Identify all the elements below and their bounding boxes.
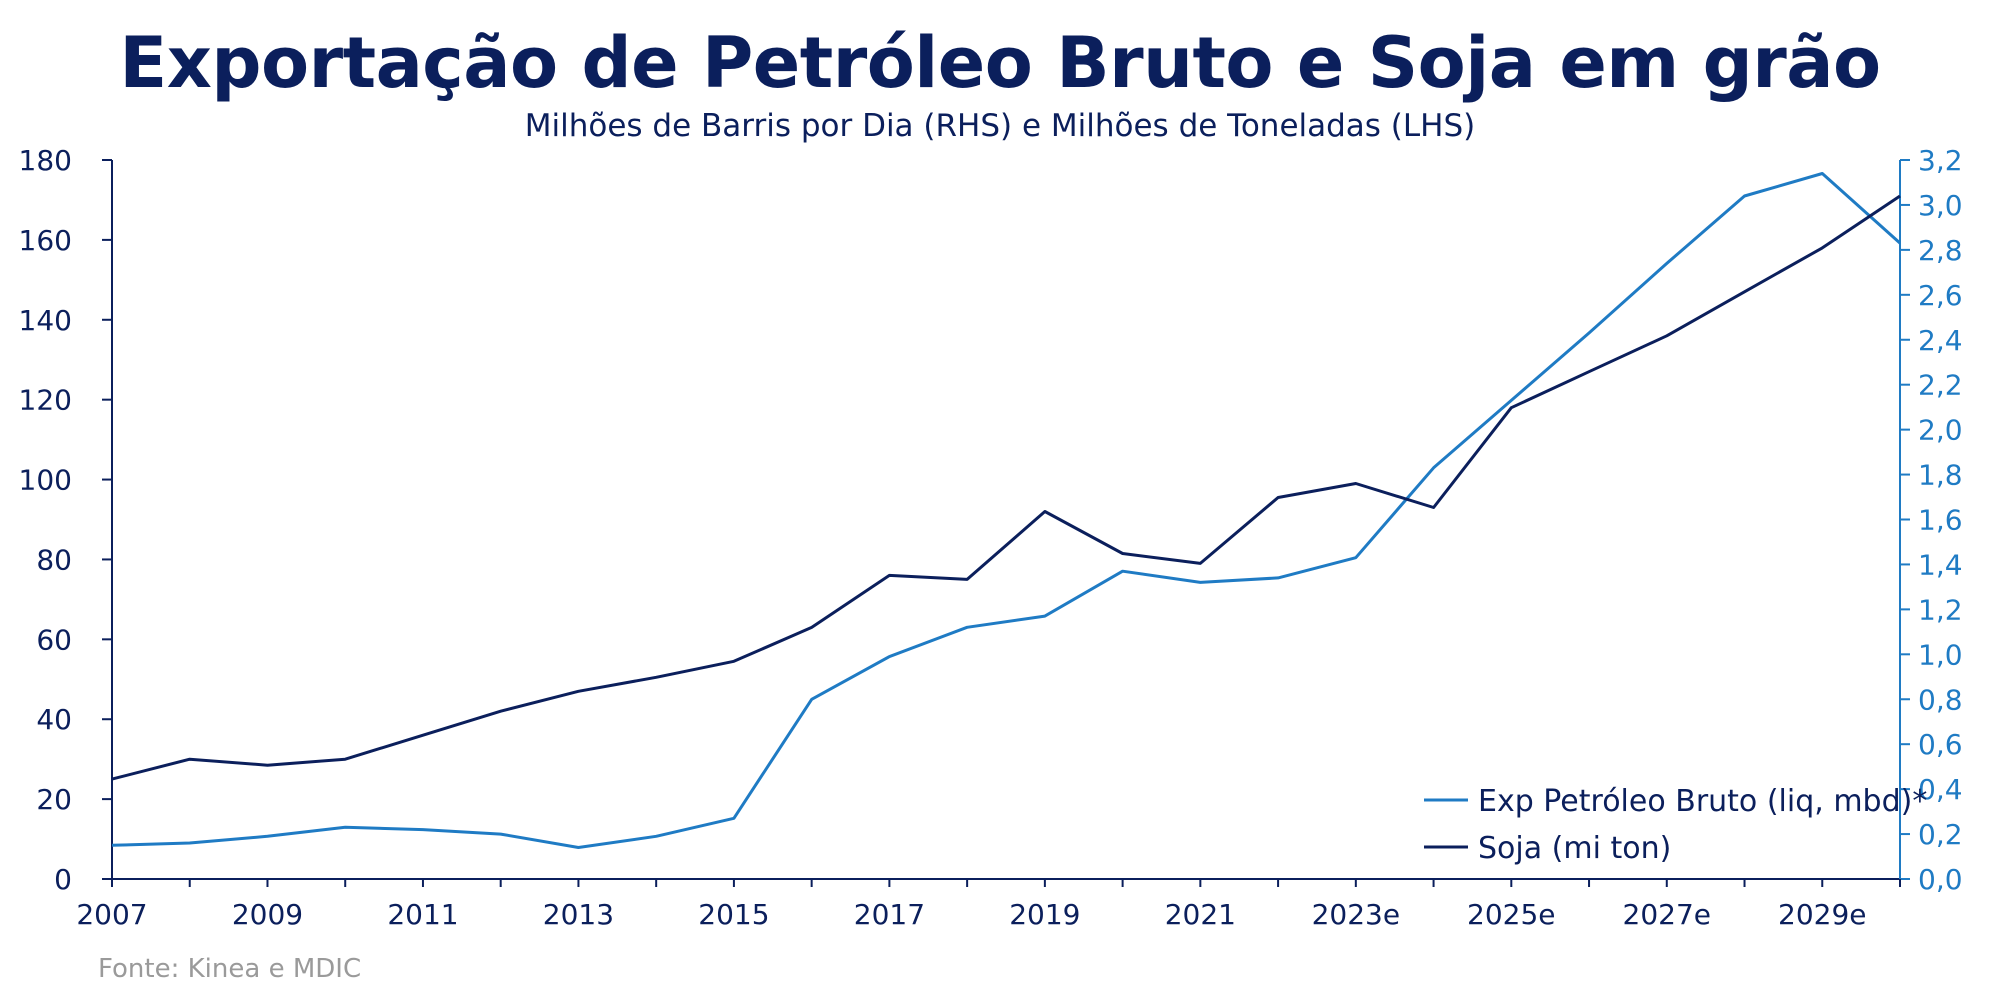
right-tick-label: 3,0 — [1918, 189, 1963, 222]
right-tick-label: 2,0 — [1918, 414, 1963, 447]
chart-subtitle: Milhões de Barris por Dia (RHS) e Milhõe… — [524, 108, 1476, 144]
chart-legend: Exp Petróleo Bruto (liq, mbd)* Soja (mi t… — [1424, 784, 1927, 866]
x-tick-label: 2017 — [854, 898, 925, 931]
chart-title: Exportação de Petróleo Bruto e Soja em g… — [119, 22, 1881, 104]
right-tick-label: 2,4 — [1918, 324, 1963, 357]
x-tick-label: 2029e — [1778, 898, 1866, 931]
legend-label-petroleo: Exp Petróleo Bruto (liq, mbd)* — [1478, 784, 1927, 819]
left-tick-label: 100 — [19, 464, 72, 497]
x-tick-label: 2023e — [1312, 898, 1400, 931]
right-tick-label: 1,2 — [1918, 593, 1963, 626]
right-tick-label: 0,6 — [1918, 728, 1963, 761]
left-tick-label: 20 — [36, 783, 72, 816]
legend-label-soja: Soja (mi ton) — [1478, 831, 1671, 866]
left-tick-label: 140 — [19, 304, 72, 337]
left-tick-label: 80 — [36, 543, 72, 576]
soja-series-line — [111, 194, 1901, 781]
left-tick-label: 180 — [19, 144, 72, 177]
x-tick-label: 2009 — [232, 898, 303, 931]
source-note: Fonte: Kinea e MDIC — [98, 954, 362, 984]
petroleo-series-line — [111, 172, 1902, 849]
right-tick-label: 1,0 — [1918, 638, 1963, 671]
x-tick-label: 2011 — [387, 898, 458, 931]
left-tick-label: 0 — [54, 863, 72, 896]
right-tick-label: 2,8 — [1918, 234, 1963, 267]
x-tick-label: 2027e — [1623, 898, 1711, 931]
right-tick-label: 1,8 — [1918, 459, 1963, 492]
right-tick-label: 2,6 — [1918, 279, 1963, 312]
x-tick-label: 2025e — [1467, 898, 1555, 931]
right-tick-label: 2,2 — [1918, 369, 1963, 402]
left-tick-label: 40 — [36, 703, 72, 736]
x-tick-label: 2015 — [698, 898, 769, 931]
right-tick-label: 1,6 — [1918, 504, 1963, 537]
x-tick-label: 2013 — [543, 898, 614, 931]
x-tick-label: 2007 — [76, 898, 147, 931]
chart-axes: 0 20 40 60 80 100 120 140 160 180 0,0 0,2 0,4 0,6 0,8 1… — [19, 144, 1963, 931]
right-tick-label: 0,0 — [1918, 863, 1963, 896]
left-tick-label: 120 — [19, 384, 72, 417]
x-tick-label: 2021 — [1165, 898, 1236, 931]
left-tick-label: 160 — [19, 224, 72, 257]
x-tick-label: 2019 — [1009, 898, 1080, 931]
chart-series — [111, 172, 1902, 849]
left-tick-label: 60 — [36, 623, 72, 656]
right-tick-label: 0,8 — [1918, 683, 1963, 716]
right-tick-label: 0,2 — [1918, 818, 1963, 851]
right-tick-label: 3,2 — [1918, 144, 1963, 177]
right-tick-label: 0,4 — [1918, 773, 1963, 806]
right-tick-label: 1,4 — [1918, 548, 1963, 581]
